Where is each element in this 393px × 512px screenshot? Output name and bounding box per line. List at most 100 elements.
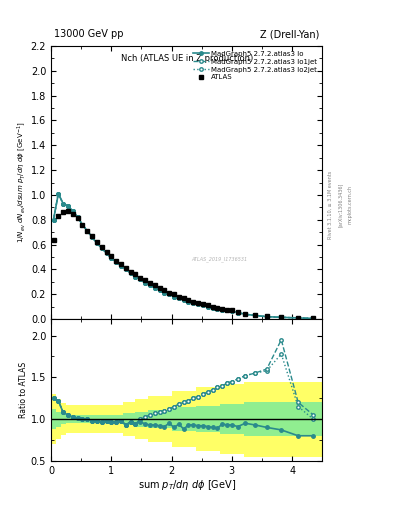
ATLAS xyxy=(147,280,152,286)
ATLAS xyxy=(196,300,200,306)
MadGraph5 2.7.2.atlas3 lo xyxy=(225,307,230,313)
MadGraph5 2.7.2.atlas3 lo xyxy=(51,217,56,223)
ATLAS xyxy=(210,304,215,310)
MadGraph5 2.7.2.atlas3 lo xyxy=(210,305,215,311)
MadGraph5 2.7.2.atlas3 lo2jet xyxy=(206,304,210,310)
ATLAS xyxy=(181,295,186,301)
MadGraph5 2.7.2.atlas3 lo1jet xyxy=(186,298,191,305)
MadGraph5 2.7.2.atlas3 lo xyxy=(311,315,316,322)
MadGraph5 2.7.2.atlas3 lo1jet xyxy=(225,307,230,313)
MadGraph5 2.7.2.atlas3 lo2jet xyxy=(90,234,94,240)
MadGraph5 2.7.2.atlas3 lo xyxy=(191,300,196,306)
Line: ATLAS: ATLAS xyxy=(51,209,315,321)
MadGraph5 2.7.2.atlas3 lo xyxy=(152,285,157,291)
Bar xyxy=(70,415,75,423)
MadGraph5 2.7.2.atlas3 lo2jet xyxy=(311,315,316,322)
MadGraph5 2.7.2.atlas3 lo2jet xyxy=(61,201,66,207)
MadGraph5 2.7.2.atlas3 lo xyxy=(85,228,90,234)
Bar xyxy=(244,381,268,457)
ATLAS xyxy=(230,307,234,313)
MadGraph5 2.7.2.atlas3 lo1jet xyxy=(66,203,70,209)
MadGraph5 2.7.2.atlas3 lo1jet xyxy=(85,228,90,234)
Bar xyxy=(123,413,136,425)
MadGraph5 2.7.2.atlas3 lo1jet xyxy=(220,307,224,313)
Bar xyxy=(123,402,136,436)
MadGraph5 2.7.2.atlas3 lo2jet xyxy=(279,314,284,321)
MadGraph5 2.7.2.atlas3 lo xyxy=(147,282,152,288)
ATLAS xyxy=(109,252,114,259)
MadGraph5 2.7.2.atlas3 lo2jet xyxy=(66,203,70,209)
ATLAS xyxy=(143,278,147,284)
Bar xyxy=(56,412,61,426)
MadGraph5 2.7.2.atlas3 lo1jet xyxy=(51,217,56,223)
MadGraph5 2.7.2.atlas3 lo1jet xyxy=(215,306,220,312)
MadGraph5 2.7.2.atlas3 lo2jet xyxy=(138,276,143,282)
MadGraph5 2.7.2.atlas3 lo xyxy=(172,293,176,300)
MadGraph5 2.7.2.atlas3 lo xyxy=(128,270,133,276)
Bar xyxy=(292,381,322,457)
MadGraph5 2.7.2.atlas3 lo xyxy=(109,255,114,261)
MadGraph5 2.7.2.atlas3 lo xyxy=(143,280,147,286)
MadGraph5 2.7.2.atlas3 lo1jet xyxy=(80,222,85,228)
MadGraph5 2.7.2.atlas3 lo2jet xyxy=(296,315,301,321)
MadGraph5 2.7.2.atlas3 lo1jet xyxy=(167,291,172,297)
MadGraph5 2.7.2.atlas3 lo2jet xyxy=(152,285,157,291)
MadGraph5 2.7.2.atlas3 lo2jet xyxy=(119,263,123,269)
Bar xyxy=(109,405,114,433)
Bar xyxy=(56,399,61,439)
ATLAS xyxy=(243,311,248,317)
Bar xyxy=(119,405,123,433)
MadGraph5 2.7.2.atlas3 lo2jet xyxy=(196,301,200,307)
MadGraph5 2.7.2.atlas3 lo2jet xyxy=(230,308,234,314)
Y-axis label: Ratio to ATLAS: Ratio to ATLAS xyxy=(19,362,28,418)
ATLAS xyxy=(80,222,85,228)
MadGraph5 2.7.2.atlas3 lo1jet xyxy=(235,310,240,316)
Bar xyxy=(61,403,66,435)
ATLAS xyxy=(311,315,316,322)
MadGraph5 2.7.2.atlas3 lo2jet xyxy=(95,240,99,246)
MadGraph5 2.7.2.atlas3 lo1jet xyxy=(172,293,176,300)
MadGraph5 2.7.2.atlas3 lo xyxy=(235,310,240,316)
Bar xyxy=(85,405,90,433)
Bar xyxy=(196,406,220,433)
ATLAS xyxy=(206,302,210,308)
Bar xyxy=(119,415,123,423)
MadGraph5 2.7.2.atlas3 lo xyxy=(176,295,181,301)
MadGraph5 2.7.2.atlas3 lo1jet xyxy=(95,240,99,246)
MadGraph5 2.7.2.atlas3 lo xyxy=(181,297,186,304)
ATLAS xyxy=(176,293,181,300)
MadGraph5 2.7.2.atlas3 lo2jet xyxy=(147,282,152,288)
X-axis label: sum $p_T/d\eta\ d\phi$ [GeV]: sum $p_T/d\eta\ d\phi$ [GeV] xyxy=(138,478,236,493)
Bar xyxy=(220,384,244,454)
ATLAS xyxy=(162,287,167,293)
MadGraph5 2.7.2.atlas3 lo xyxy=(114,259,119,265)
Bar xyxy=(172,408,196,431)
Bar xyxy=(90,405,94,433)
MadGraph5 2.7.2.atlas3 lo2jet xyxy=(128,270,133,276)
ATLAS xyxy=(215,305,220,311)
MadGraph5 2.7.2.atlas3 lo xyxy=(133,274,138,280)
ATLAS xyxy=(85,228,90,234)
Bar xyxy=(94,405,99,433)
Bar xyxy=(99,405,104,433)
ATLAS xyxy=(235,309,240,315)
MadGraph5 2.7.2.atlas3 lo2jet xyxy=(186,298,191,305)
ATLAS xyxy=(138,275,143,281)
Text: Rivet 3.1.10, ≥ 3.1M events: Rivet 3.1.10, ≥ 3.1M events xyxy=(328,170,333,239)
MadGraph5 2.7.2.atlas3 lo1jet xyxy=(147,282,152,288)
Bar xyxy=(104,415,109,423)
MadGraph5 2.7.2.atlas3 lo xyxy=(90,234,94,240)
Bar xyxy=(70,405,75,433)
MadGraph5 2.7.2.atlas3 lo xyxy=(61,201,66,207)
MadGraph5 2.7.2.atlas3 lo xyxy=(75,214,80,220)
MadGraph5 2.7.2.atlas3 lo2jet xyxy=(235,310,240,316)
MadGraph5 2.7.2.atlas3 lo1jet xyxy=(230,308,234,314)
Bar xyxy=(172,391,196,447)
MadGraph5 2.7.2.atlas3 lo2jet xyxy=(56,190,61,197)
MadGraph5 2.7.2.atlas3 lo1jet xyxy=(206,304,210,310)
MadGraph5 2.7.2.atlas3 lo2jet xyxy=(162,290,167,296)
MadGraph5 2.7.2.atlas3 lo2jet xyxy=(252,312,257,318)
Bar xyxy=(80,415,85,423)
Text: Z (Drell-Yan): Z (Drell-Yan) xyxy=(260,29,320,39)
MadGraph5 2.7.2.atlas3 lo xyxy=(264,314,269,320)
